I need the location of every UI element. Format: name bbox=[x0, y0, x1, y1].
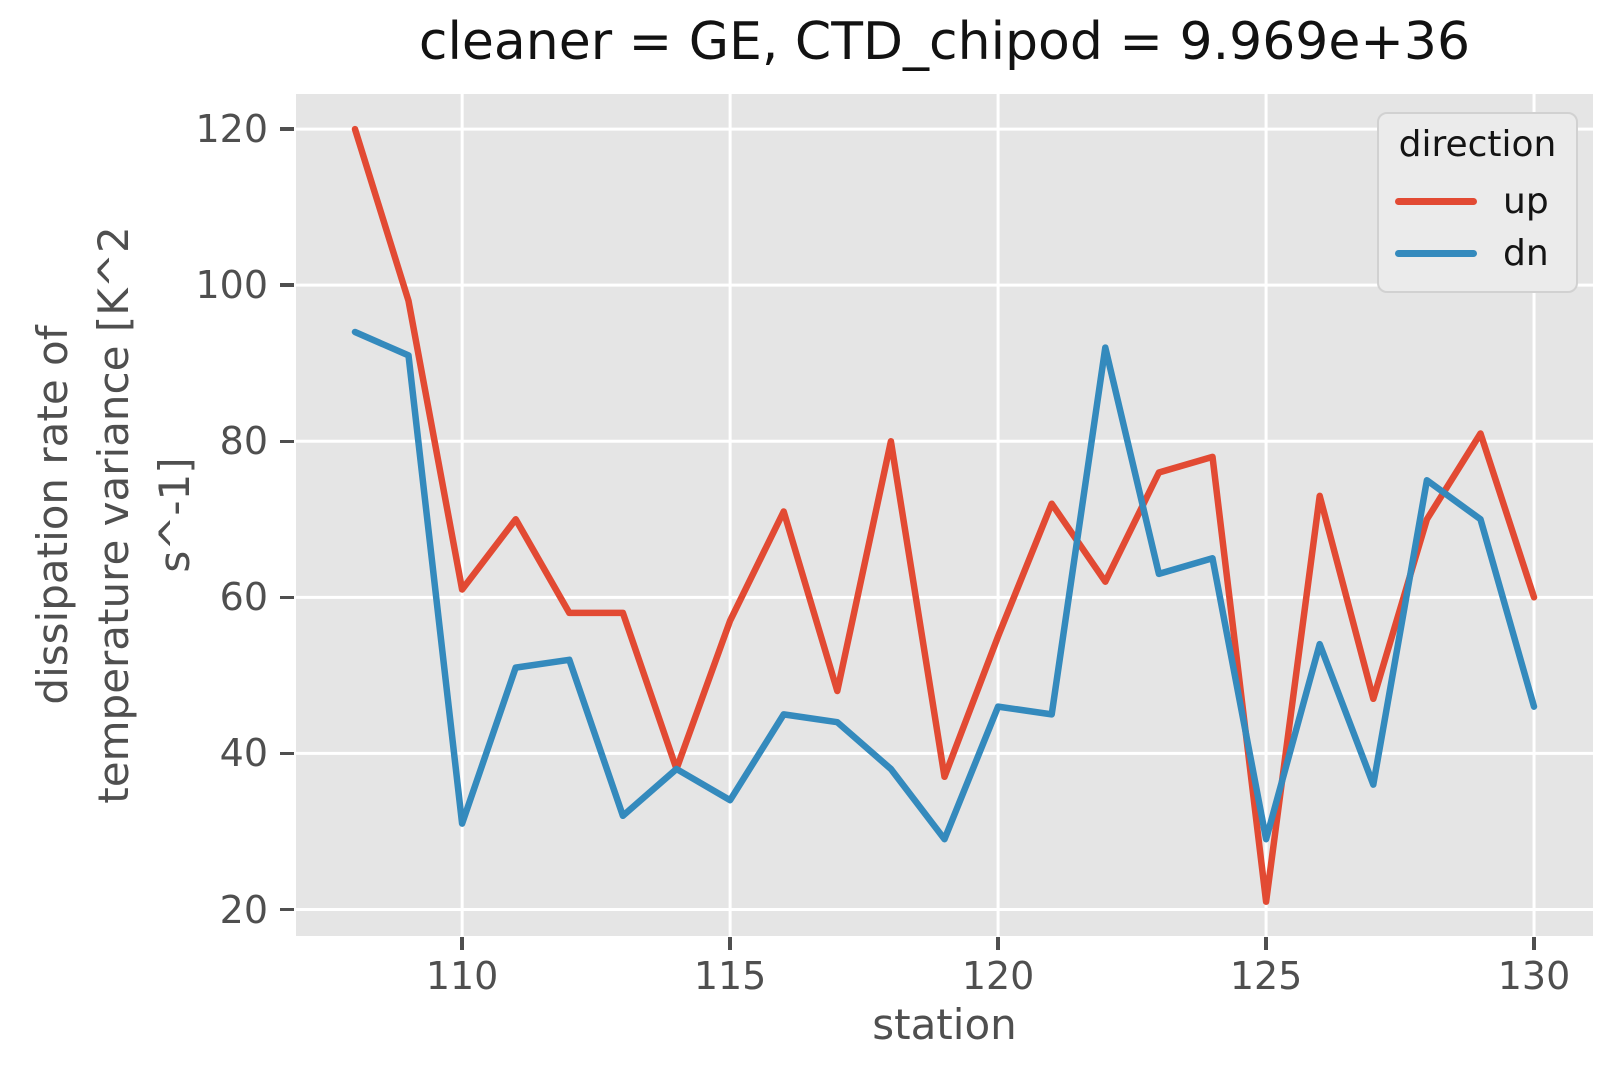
y-tick-label: 60 bbox=[219, 575, 268, 620]
legend-row-dn: dn bbox=[1379, 227, 1576, 279]
legend-line-swatch-up bbox=[1395, 197, 1477, 205]
y-tick-mark bbox=[280, 283, 294, 287]
legend-line-swatch-dn bbox=[1395, 249, 1477, 257]
plot-area bbox=[296, 94, 1593, 936]
y-tick-label: 40 bbox=[219, 731, 268, 776]
y-tick-mark bbox=[280, 751, 294, 756]
y-tick-mark bbox=[280, 907, 294, 912]
x-tick-mark bbox=[460, 937, 464, 950]
x-tick-label: 130 bbox=[1497, 954, 1571, 998]
chart-canvas bbox=[296, 94, 1593, 936]
y-tick-label: 20 bbox=[219, 887, 268, 932]
x-axis-label: station bbox=[872, 1000, 1017, 1049]
y-axis-label-line-1: dissipation rate of bbox=[28, 325, 77, 705]
chart-title: cleaner = GE, CTD_chipod = 9.969e+36 bbox=[418, 12, 1471, 72]
y-axis-label-line-3: s^-1] bbox=[150, 457, 199, 573]
x-tick-mark bbox=[996, 937, 1000, 950]
y-tick-label: 100 bbox=[195, 263, 268, 308]
x-tick-label: 125 bbox=[1229, 954, 1303, 998]
legend-title: direction bbox=[1398, 124, 1557, 165]
x-tick-mark bbox=[728, 937, 732, 950]
series-line-up bbox=[351, 125, 1538, 905]
x-tick-label: 120 bbox=[961, 954, 1035, 998]
y-tick-mark bbox=[280, 595, 294, 600]
legend-label-up: up bbox=[1503, 180, 1549, 222]
series-line-dn bbox=[351, 328, 1538, 843]
y-tick-mark bbox=[280, 439, 294, 443]
x-tick-label: 110 bbox=[425, 954, 499, 998]
y-tick-label: 80 bbox=[219, 419, 268, 464]
legend-label-dn: dn bbox=[1503, 232, 1549, 274]
x-tick-mark bbox=[1532, 937, 1536, 950]
y-axis-label: dissipation rate of temperature variance… bbox=[22, 65, 212, 965]
x-tick-label: 115 bbox=[693, 954, 767, 998]
y-tick-label: 120 bbox=[195, 107, 268, 152]
legend-row-up: up bbox=[1379, 175, 1576, 227]
x-tick-mark bbox=[1264, 937, 1268, 950]
y-tick-mark bbox=[280, 127, 294, 131]
y-axis-label-line-2: temperature variance [K^2 bbox=[89, 226, 138, 804]
legend: direction up dn bbox=[1377, 112, 1578, 293]
